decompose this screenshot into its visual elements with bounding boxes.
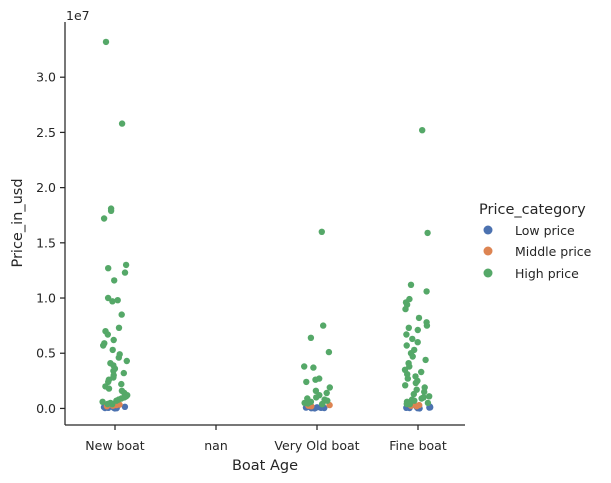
point-high-price <box>104 331 112 338</box>
y-tick-label: 2.0 <box>36 180 56 195</box>
point-high-price <box>99 398 106 405</box>
point-high-price <box>118 380 125 388</box>
point-high-price <box>110 336 117 344</box>
legend-label-high-price: High price <box>515 266 579 281</box>
point-high-price <box>100 215 108 222</box>
y-axis-label: Price_in_usd <box>10 178 26 267</box>
legend-marker-middle-price <box>483 246 493 256</box>
point-high-price <box>303 378 310 386</box>
legend-label-low-price: Low price <box>515 223 575 238</box>
point-high-price <box>105 385 113 392</box>
point-high-price <box>418 395 425 402</box>
point-high-price <box>102 38 110 46</box>
point-high-price <box>421 388 428 396</box>
point-high-price <box>409 353 416 360</box>
point-high-price <box>100 342 107 349</box>
point-high-price <box>312 387 320 394</box>
point-high-price <box>122 261 130 269</box>
x-tick-label: nan <box>204 438 228 453</box>
point-high-price <box>402 382 409 389</box>
y-tick-label: 0.5 <box>36 346 56 361</box>
point-high-price <box>414 326 421 334</box>
point-high-price <box>323 389 330 397</box>
y-tick-label: 3.0 <box>36 70 56 85</box>
point-high-price <box>320 322 327 329</box>
point-high-price <box>107 207 115 214</box>
point-high-price <box>109 401 116 408</box>
point-middle-price <box>416 401 423 409</box>
x-tick-label: New boat <box>85 438 144 453</box>
point-high-price <box>113 397 120 404</box>
point-high-price <box>424 229 431 237</box>
legend-label-middle-price: Middle price <box>515 244 592 259</box>
point-high-price <box>115 324 123 331</box>
x-tick-label: Very Old boat <box>274 438 359 453</box>
point-high-price <box>326 384 333 391</box>
y-ticks: 0.0 0.5 1.0 1.5 2.0 2.5 3.0 <box>36 70 65 416</box>
point-high-price <box>325 348 333 356</box>
y-tick-label: 1.5 <box>36 235 56 250</box>
point-high-price <box>109 346 116 354</box>
point-high-price <box>410 390 417 398</box>
point-high-price <box>109 298 116 305</box>
point-high-price <box>115 354 123 361</box>
point-high-price <box>423 322 431 329</box>
axes <box>64 22 465 426</box>
point-high-price <box>411 397 418 404</box>
point-high-price <box>403 331 410 338</box>
point-high-price <box>301 363 308 370</box>
point-high-price <box>313 394 320 401</box>
y-tick-label: 1.0 <box>36 291 56 306</box>
point-high-price <box>118 311 125 318</box>
y-offset-label: 1e7 <box>66 8 90 23</box>
point-high-price <box>424 399 432 407</box>
point-high-price <box>423 288 430 295</box>
legend-entry-low-price: Low price <box>483 223 575 238</box>
point-high-price <box>123 357 130 365</box>
legend-entry-high-price: High price <box>483 266 579 281</box>
point-high-price <box>403 342 410 349</box>
point-high-price <box>304 400 312 407</box>
point-high-price <box>407 281 415 288</box>
legend-marker-high-price <box>483 268 493 278</box>
point-high-price <box>121 269 129 276</box>
point-high-price <box>409 335 416 343</box>
x-axis-label: Boat Age <box>232 458 298 474</box>
point-high-price <box>422 356 429 364</box>
point-high-price <box>120 369 128 377</box>
point-high-price <box>318 401 326 408</box>
point-high-price <box>310 364 317 371</box>
legend: Price_category Low price Middle price Hi… <box>479 202 592 281</box>
point-high-price <box>318 228 325 235</box>
legend-entry-middle-price: Middle price <box>483 244 592 259</box>
points-layer <box>99 38 434 412</box>
point-high-price <box>406 401 413 408</box>
point-high-price <box>419 127 426 134</box>
x-ticks: New boat nan Very Old boat Fine boat <box>85 425 447 453</box>
point-high-price <box>114 297 121 304</box>
point-high-price <box>105 265 112 272</box>
point-high-price <box>402 305 409 313</box>
point-high-price <box>118 120 126 127</box>
point-high-price <box>404 375 411 382</box>
point-high-price <box>324 397 331 404</box>
point-high-price <box>405 324 412 331</box>
y-tick-label: 0.0 <box>36 401 56 416</box>
point-high-price <box>104 400 111 408</box>
point-high-price <box>414 339 421 346</box>
point-high-price <box>415 314 423 322</box>
y-tick-label: 2.5 <box>36 125 56 140</box>
x-tick-label: Fine boat <box>389 438 447 453</box>
point-high-price <box>412 379 419 387</box>
legend-marker-low-price <box>483 225 493 235</box>
point-high-price <box>418 368 425 376</box>
legend-title: Price_category <box>479 202 586 218</box>
point-low-price <box>121 403 129 410</box>
point-high-price <box>426 393 433 400</box>
point-high-price <box>312 376 319 383</box>
point-high-price <box>307 334 315 341</box>
point-high-price <box>111 277 118 284</box>
